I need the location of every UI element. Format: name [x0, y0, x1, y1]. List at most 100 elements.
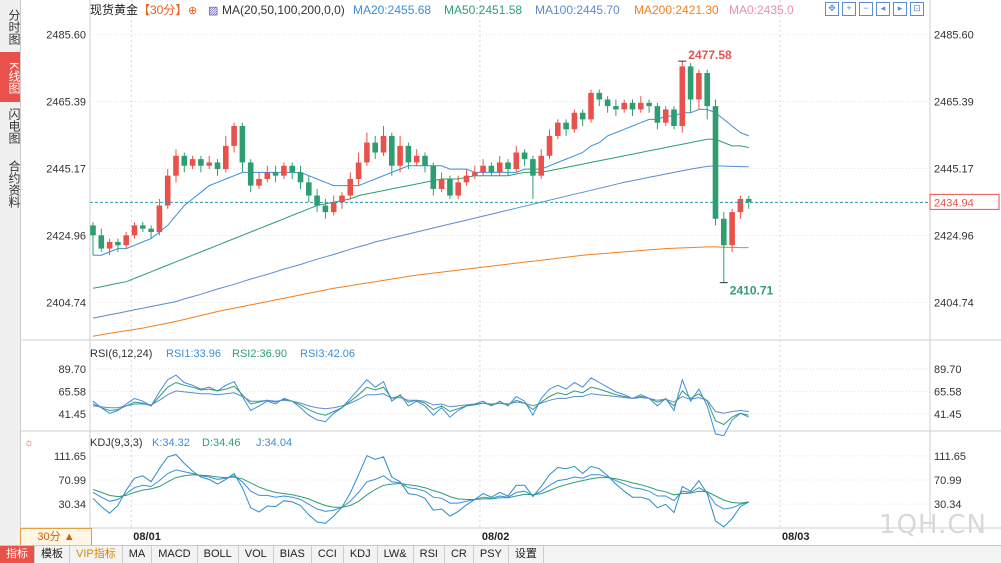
- current-price-label: 2434.94: [934, 197, 974, 209]
- candle-body: [380, 135, 387, 153]
- kdj-line-j: [92, 453, 749, 528]
- candle-body: [106, 241, 113, 249]
- indicator-tab[interactable]: CCI: [312, 546, 344, 563]
- indicator-tab[interactable]: VIP指标: [70, 546, 123, 563]
- candle-body: [223, 145, 229, 170]
- period-select[interactable]: 30分 ▲: [20, 528, 92, 546]
- candle-body: [98, 235, 105, 249]
- candle-body: [687, 66, 694, 100]
- candle-body: [588, 92, 594, 120]
- ma-line-ma50: [92, 138, 749, 289]
- candle-body: [745, 198, 752, 203]
- indicator-tab[interactable]: PSY: [474, 546, 509, 563]
- ma-settings-icon[interactable]: ⊕: [188, 5, 197, 17]
- indicator-tab[interactable]: 指标: [0, 546, 35, 563]
- candle-body: [339, 195, 345, 203]
- candle-body: [156, 205, 163, 232]
- candle-body: [90, 225, 96, 236]
- rsi-tick-left: 41.45: [58, 409, 86, 421]
- ma100-value: MA100:2445.70: [535, 3, 620, 17]
- candle-body: [579, 112, 586, 120]
- indicator-tab[interactable]: RSI: [414, 546, 445, 563]
- candle-body: [306, 182, 312, 196]
- candle-body: [297, 172, 304, 183]
- indicator-tab[interactable]: 模板: [35, 546, 70, 563]
- candle-body: [513, 152, 520, 170]
- candle-body: [721, 218, 727, 246]
- rsi3-value: RSI3:42.06: [300, 348, 355, 360]
- reset-icon[interactable]: ⊡: [910, 2, 924, 16]
- price-tick-left: 2424.96: [46, 230, 86, 242]
- rsi1-value: RSI1:33.96: [166, 348, 221, 360]
- candle-body: [330, 202, 337, 213]
- candle-body: [662, 109, 669, 123]
- candle-body: [654, 106, 661, 123]
- kline-chart[interactable]: 2434.94 2477.58 2410.71 2485.60 2485.60 2465…: [20, 0, 1001, 545]
- candle-body: [646, 102, 652, 107]
- price-tick-left: 2485.60: [46, 30, 86, 42]
- candle-body: [496, 162, 503, 173]
- current-price-box: [929, 193, 1000, 210]
- candle-body: [521, 152, 528, 160]
- indicator-tab[interactable]: KDJ: [344, 546, 378, 563]
- candle-body: [422, 155, 428, 166]
- candle-body: [472, 172, 478, 176]
- candle-body: [712, 106, 719, 219]
- candle-body: [372, 142, 378, 153]
- rsi2-value: RSI2:36.90: [232, 348, 287, 360]
- chart-area[interactable]: 2434.94 2477.58 2410.71 2485.60 2485.60 2465…: [20, 0, 1001, 545]
- ma200-value: MA200:2421.30: [634, 3, 719, 17]
- candle-body: [455, 182, 461, 196]
- instrument-name: 现货黄金: [90, 2, 138, 17]
- price-tick-left: 2465.39: [46, 97, 86, 109]
- kdj-tick-right: 111.65: [934, 451, 966, 463]
- candle-body: [164, 175, 171, 206]
- indicator-tab[interactable]: MACD: [152, 546, 198, 563]
- kdj-tick-left: 70.99: [58, 475, 86, 487]
- move-icon[interactable]: ✥: [825, 2, 839, 16]
- zoom-in-icon[interactable]: +: [842, 2, 856, 16]
- candle-body: [679, 66, 686, 126]
- indicator-tab[interactable]: BIAS: [274, 546, 312, 563]
- kdj-j-value: J:34.04: [256, 437, 292, 449]
- sidebar: 分时图 K线图 闪电图 合约资料: [0, 0, 21, 545]
- candle-body: [198, 159, 204, 166]
- indicator-tab[interactable]: CR: [445, 546, 474, 563]
- side-tab-kline[interactable]: K线图: [0, 52, 21, 102]
- candle-body: [638, 102, 644, 110]
- indicator-tab[interactable]: MA: [123, 546, 153, 563]
- side-tab-contract-info[interactable]: 合约资料: [7, 160, 21, 208]
- candle-body: [671, 109, 677, 126]
- zoom-out-icon[interactable]: −: [859, 2, 873, 16]
- candle-body: [488, 165, 495, 173]
- indicator-tab[interactable]: VOL: [239, 546, 274, 563]
- price-tick-left: 2445.17: [46, 163, 86, 175]
- ma-toggle-icon[interactable]: ▨: [208, 5, 218, 17]
- scroll-left-icon[interactable]: ◂: [876, 2, 890, 16]
- kdj-settings-icon[interactable]: ☼: [24, 437, 34, 449]
- candle-body: [438, 179, 445, 189]
- indicator-tab[interactable]: 设置: [509, 546, 544, 563]
- rsi-tick-left: 65.58: [58, 386, 86, 398]
- candle-body: [231, 126, 237, 146]
- candle-body: [189, 159, 196, 166]
- scroll-right-icon[interactable]: ▸: [893, 2, 907, 16]
- candle-body: [264, 172, 271, 179]
- side-tab-timeline[interactable]: 分时图: [7, 9, 21, 45]
- side-tab-flash[interactable]: 闪电图: [7, 108, 21, 144]
- rsi-tick-right: 41.45: [934, 409, 962, 421]
- period-label: 【30分】: [138, 3, 187, 17]
- candle-body: [140, 225, 146, 229]
- indicator-tab[interactable]: BOLL: [198, 546, 239, 563]
- indicator-tab[interactable]: LW&: [378, 546, 414, 563]
- candle-body: [505, 162, 511, 170]
- date-label: 08/02: [482, 531, 510, 543]
- candle-body: [355, 162, 362, 179]
- candle-body: [621, 102, 627, 110]
- ma-line-ma200: [92, 246, 749, 337]
- rsi-line-rsi1: [92, 374, 749, 437]
- low-marker-label: 2410.71: [730, 284, 774, 298]
- candle-body: [206, 162, 212, 166]
- ma20-value: MA20:2455.68: [353, 3, 431, 17]
- candle-body: [563, 122, 569, 130]
